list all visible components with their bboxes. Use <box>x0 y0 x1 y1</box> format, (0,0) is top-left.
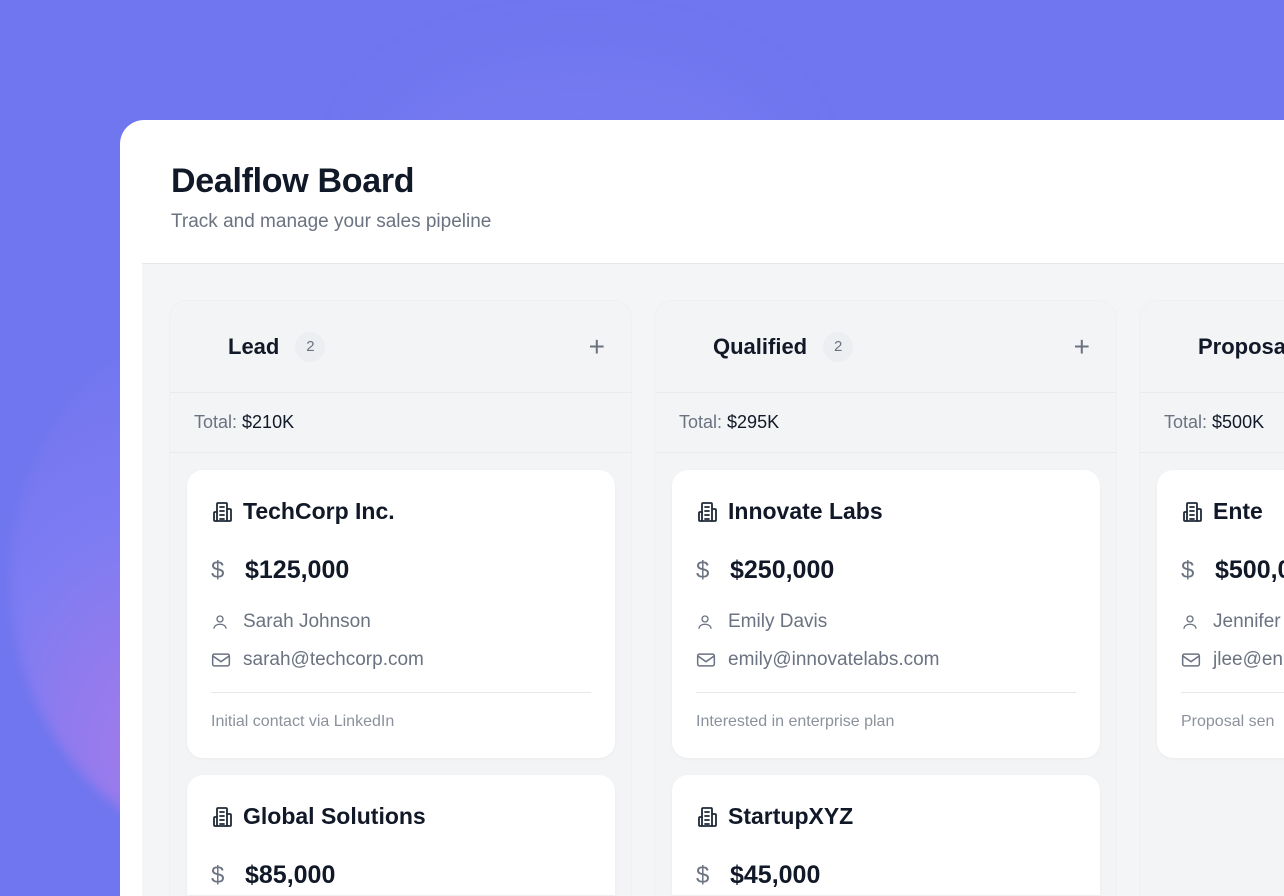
deal-email-row: emily@innovatelabs.com <box>696 649 940 671</box>
mail-icon <box>211 651 243 669</box>
card-divider <box>1181 692 1284 693</box>
deal-card[interactable]: Ente $ $500,0 Jennifer jlee@en Proposal … <box>1157 470 1284 758</box>
deal-note: Proposal sen <box>1181 713 1275 730</box>
deal-amount-row: $ $250,000 <box>696 556 834 585</box>
deal-email[interactable]: jlee@en <box>1213 649 1283 670</box>
deal-card[interactable]: TechCorp Inc. $ $125,000 Sarah Johnson s… <box>187 470 615 758</box>
total-label: Total: <box>194 412 238 432</box>
deal-email-row: jlee@en <box>1181 649 1283 671</box>
user-icon <box>696 613 728 631</box>
page-subtitle: Track and manage your sales pipeline <box>171 211 492 232</box>
deal-amount-row: $ $500,0 <box>1181 556 1284 585</box>
column-header: Proposa <box>1140 301 1284 393</box>
deal-card[interactable]: Innovate Labs $ $250,000 Emily Davis emi… <box>672 470 1100 758</box>
column-count-badge: 2 <box>823 331 854 362</box>
building-icon <box>696 805 728 829</box>
dollar-icon: $ <box>211 556 225 584</box>
total-value: $210K <box>242 412 295 432</box>
deal-email-row: sarah@techcorp.com <box>211 649 424 671</box>
pipeline-column: Proposa Total: $500K Ente $ $500,0 Jennif… <box>1139 300 1284 896</box>
deal-amount: $45,000 <box>730 861 821 889</box>
deal-amount: $250,000 <box>730 556 835 584</box>
deal-card[interactable]: StartupXYZ $ $45,000 <box>672 775 1100 895</box>
user-icon <box>211 613 243 631</box>
pipeline-column: Lead 2 + Total: $210K TechCorp Inc. $ $12… <box>169 300 632 896</box>
dollar-icon: $ <box>1181 556 1195 584</box>
deal-amount: $500,0 <box>1215 556 1284 584</box>
deal-contact-name: Sarah Johnson <box>243 611 371 632</box>
deal-contact-row: Jennifer <box>1181 611 1281 633</box>
mail-icon <box>1181 651 1213 669</box>
dollar-icon: $ <box>696 861 710 889</box>
total-label: Total: <box>1164 412 1208 432</box>
page-title: Dealflow Board <box>171 162 415 200</box>
column-title: Proposa <box>1198 333 1284 359</box>
dollar-icon: $ <box>696 556 710 584</box>
deal-company: Ente <box>1213 498 1263 524</box>
deal-note: Initial contact via LinkedIn <box>211 713 395 730</box>
column-count-badge: 2 <box>295 331 326 362</box>
building-icon <box>696 500 728 524</box>
building-icon <box>211 500 243 524</box>
deal-company: StartupXYZ <box>728 803 854 829</box>
card-divider <box>211 692 591 693</box>
deal-note: Interested in enterprise plan <box>696 713 895 730</box>
deal-amount: $85,000 <box>245 861 336 889</box>
plus-icon[interactable]: + <box>588 330 605 362</box>
building-icon <box>1181 500 1213 524</box>
plus-icon[interactable]: + <box>1073 330 1090 362</box>
deal-company-row: StartupXYZ <box>696 803 853 830</box>
page-header: Dealflow Board Track and manage your sal… <box>171 162 491 233</box>
column-total: Total: $500K <box>1140 393 1284 453</box>
deal-company-row: TechCorp Inc. <box>211 498 395 525</box>
deal-company: TechCorp Inc. <box>243 498 395 524</box>
column-header: Lead 2 + <box>170 301 631 393</box>
user-icon <box>1181 613 1213 631</box>
total-value: $500K <box>1212 412 1265 432</box>
deal-company-row: Global Solutions <box>211 803 426 830</box>
deal-contact-row: Sarah Johnson <box>211 611 371 633</box>
pipeline-column: Qualified 2 + Total: $295K Innovate Labs … <box>654 300 1117 896</box>
building-icon <box>211 805 243 829</box>
deal-contact-name: Emily Davis <box>728 611 828 632</box>
mail-icon <box>696 651 728 669</box>
deal-email[interactable]: sarah@techcorp.com <box>243 649 424 670</box>
kanban-board: Lead 2 + Total: $210K TechCorp Inc. $ $12… <box>142 263 1284 896</box>
deal-email[interactable]: emily@innovatelabs.com <box>728 649 940 670</box>
column-title: Qualified <box>713 333 808 359</box>
deal-company-row: Innovate Labs <box>696 498 883 525</box>
dollar-icon: $ <box>211 861 225 889</box>
deal-amount-row: $ $125,000 <box>211 556 349 585</box>
deal-amount-row: $ $85,000 <box>211 861 335 890</box>
total-label: Total: <box>679 412 723 432</box>
deal-amount: $125,000 <box>245 556 350 584</box>
deal-contact-row: Emily Davis <box>696 611 827 633</box>
deal-card[interactable]: Global Solutions $ $85,000 <box>187 775 615 895</box>
deal-company: Innovate Labs <box>728 498 883 524</box>
column-header: Qualified 2 + <box>655 301 1116 393</box>
deal-company: Global Solutions <box>243 803 426 829</box>
column-total: Total: $210K <box>170 393 631 453</box>
deal-contact-name: Jennifer <box>1213 611 1281 632</box>
total-value: $295K <box>727 412 780 432</box>
app-window: Dealflow Board Track and manage your sal… <box>120 120 1284 896</box>
column-title: Lead <box>228 333 280 359</box>
card-divider <box>696 692 1076 693</box>
deal-amount-row: $ $45,000 <box>696 861 820 890</box>
deal-company-row: Ente <box>1181 498 1263 525</box>
column-total: Total: $295K <box>655 393 1116 453</box>
